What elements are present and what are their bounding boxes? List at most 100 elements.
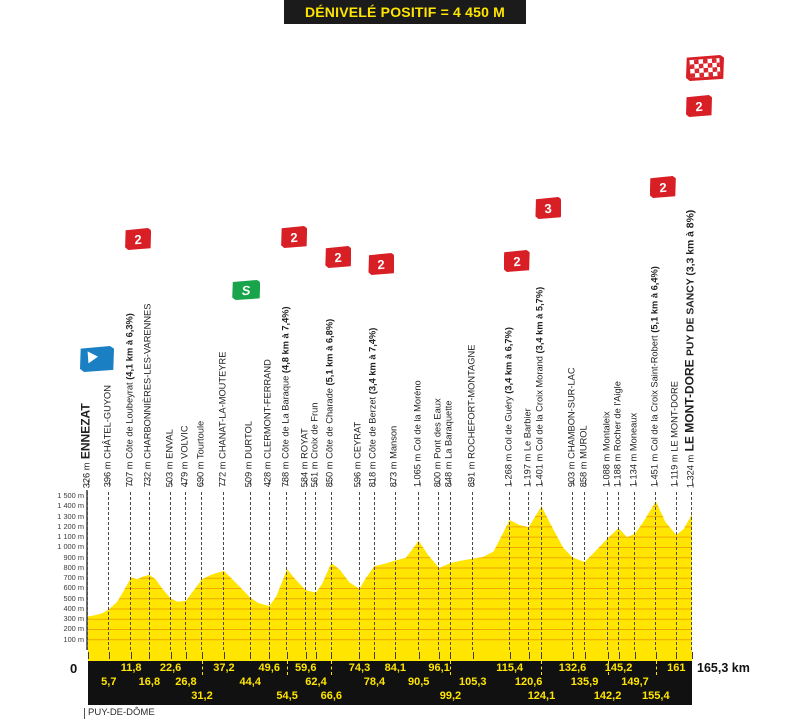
point-guide-rule — [472, 492, 474, 650]
point-tick — [472, 480, 474, 485]
climb-category-number: 2 — [133, 231, 143, 247]
point-label: 1 197 m Le Barbier — [522, 408, 533, 488]
point-guide-rule — [286, 492, 288, 650]
point-guide-rule — [249, 492, 251, 650]
y-axis-tick-label: 400 m — [63, 603, 84, 613]
km-tick — [655, 652, 657, 659]
point-tick — [528, 480, 530, 485]
km-tick — [250, 652, 252, 659]
point-tick — [287, 480, 289, 485]
km-tick — [88, 652, 89, 659]
km-distance-value: 44,4 — [239, 676, 261, 688]
km-tick — [185, 652, 187, 659]
km-distance-value: 37,2 — [213, 662, 235, 674]
km-tick — [472, 652, 474, 659]
point-label: 1 134 m Moneaux — [628, 412, 639, 488]
point-guide-rule — [358, 492, 360, 650]
point-label: 584 m ROYAT — [299, 428, 310, 488]
elevation-profile-chart — [88, 490, 692, 650]
climb-category-number: 2 — [377, 256, 386, 272]
point-tick — [316, 480, 317, 485]
point-label: 858 m MUROL — [578, 425, 589, 488]
climb-category-banner: 2 — [503, 250, 530, 272]
km-distance-value: 96,1 — [428, 662, 450, 674]
point-label: 503 m ENVAL — [164, 429, 175, 488]
point-tick — [584, 480, 586, 485]
climb-category-banner: 3 — [535, 197, 562, 219]
point-label: 479 m VOLVIC — [179, 425, 190, 488]
point-guide-rule — [508, 492, 510, 650]
km-group-separator — [607, 661, 609, 675]
point-tick — [269, 480, 271, 485]
km-tick — [331, 652, 333, 659]
point-guide-rule — [268, 492, 270, 650]
point-label: 326 m ENNEZAT — [78, 403, 93, 489]
km-tick — [584, 652, 586, 659]
point-label: 1 268 m Col de Guéry (3,4 km à 6,7%) — [503, 327, 514, 488]
km-tick — [149, 652, 151, 659]
km-distance-value: 62,4 — [305, 676, 327, 688]
point-tick — [359, 480, 361, 485]
km-tick — [269, 652, 271, 659]
climb-category-banner: 2 — [325, 246, 352, 268]
point-guide-rule — [373, 492, 375, 650]
point-guide-rule — [583, 492, 585, 650]
point-guide-rule — [417, 492, 419, 650]
point-label: 1 065 m Col de la Moréno — [412, 380, 423, 488]
km-ruler-band — [88, 650, 693, 661]
km-distance-value: 74,3 — [348, 662, 371, 674]
km-tick — [131, 652, 133, 659]
km-group-separator — [331, 661, 333, 675]
point-label: 428 m CLERMONT-FERRAND — [262, 359, 273, 488]
point-label: 800 m Pont des Eaux — [432, 398, 443, 488]
km-tick — [692, 652, 693, 659]
point-guide-rule — [394, 492, 396, 650]
point-guide-rule — [305, 492, 307, 650]
km-zero-label: 0 — [70, 661, 78, 676]
point-guide-rule — [634, 492, 636, 650]
climb-category-number: 2 — [658, 179, 667, 195]
point-tick — [223, 480, 225, 485]
climb-category-number: 3 — [544, 200, 553, 216]
point-label: 1 324 m LE MONT-DORE PUY DE SANCY (3,3 k… — [682, 209, 697, 489]
point-label: 732 m CHARBONNIÈRES-LES-VARENNES — [143, 303, 154, 488]
point-guide-rule — [606, 492, 608, 650]
km-tick — [509, 652, 511, 659]
y-axis-tick-label: 300 m — [63, 614, 84, 624]
km-distance-table: 11,8 22,6 37,2 49,6 59,6 74,3 84,1 96,1 115,4 132… — [88, 661, 692, 705]
km-distance-value: 31,2 — [191, 690, 213, 702]
profile-area — [88, 501, 692, 650]
km-group-separator — [655, 661, 657, 675]
point-guide-rule — [691, 492, 693, 650]
point-label: 788 m Côte de La Baraque (4,8 km à 7,4%) — [280, 306, 291, 488]
climb-category-number: 2 — [512, 253, 521, 269]
point-guide-rule — [87, 492, 89, 650]
km-distance-value: 145,2 — [604, 662, 633, 674]
climb-category-number: 2 — [334, 249, 343, 265]
y-axis-tick-label: 100 m — [63, 634, 84, 644]
y-axis-tick-label: 200 m — [63, 624, 84, 634]
y-axis-line — [86, 490, 88, 650]
point-guide-rule — [108, 492, 110, 650]
point-label: 561 m Croix de Frun — [309, 402, 320, 488]
point-tick — [88, 480, 89, 485]
climb-category-number: 2 — [694, 98, 704, 114]
km-distance-value: 142,2 — [593, 690, 622, 702]
point-tick — [149, 480, 151, 485]
play-icon — [87, 350, 99, 364]
checkered-flag-icon — [686, 55, 724, 81]
point-tick — [607, 480, 609, 485]
point-guide-rule — [315, 492, 317, 650]
point-guide-rule — [130, 492, 132, 650]
point-tick — [108, 480, 110, 485]
point-guide-rule — [449, 492, 451, 650]
km-distance-value: 135,9 — [570, 676, 599, 688]
point-tick — [618, 480, 620, 485]
point-guide-rule — [438, 492, 440, 650]
point-tick — [655, 480, 657, 485]
sprint-s-icon: S — [241, 282, 252, 298]
y-axis-tick-label: 1 100 m — [57, 532, 84, 542]
point-tick — [202, 480, 203, 485]
point-tick — [185, 480, 187, 485]
y-axis-tick-label: 1 500 m — [57, 491, 84, 501]
